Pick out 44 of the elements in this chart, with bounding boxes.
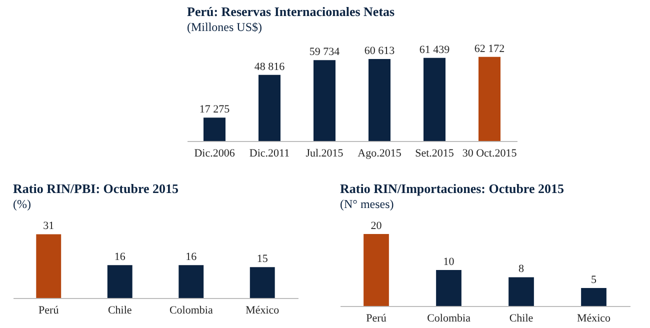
chart-title: Ratio RIN/Importaciones: Octubre 2015 bbox=[340, 181, 564, 196]
data-label: 20 bbox=[370, 220, 382, 232]
x-tick-label: Colombia bbox=[169, 304, 213, 316]
data-label: 31 bbox=[43, 220, 54, 232]
bar bbox=[508, 277, 534, 306]
x-tick-label: Chile bbox=[509, 312, 534, 324]
x-tick-label: Dic.2011 bbox=[249, 148, 290, 160]
x-tick-label: Chile bbox=[108, 304, 132, 316]
data-label: 16 bbox=[186, 251, 198, 264]
x-tick-label: Jul.2015 bbox=[306, 148, 344, 160]
x-tick-label: Ago.2015 bbox=[358, 148, 402, 160]
data-label: 10 bbox=[443, 256, 455, 268]
chart-subtitle: (Millones US$) bbox=[187, 20, 262, 34]
bar bbox=[368, 58, 390, 141]
chart-subtitle: (%) bbox=[13, 197, 31, 212]
bar bbox=[581, 288, 606, 306]
data-label: 15 bbox=[256, 253, 268, 266]
x-tick-label: México bbox=[576, 312, 612, 324]
data-label: 16 bbox=[114, 251, 126, 264]
data-label: 62 172 bbox=[474, 42, 505, 55]
data-label: 59 734 bbox=[309, 46, 340, 58]
x-tick-label: Set.2015 bbox=[415, 148, 454, 160]
data-label: 8 bbox=[518, 263, 524, 276]
x-tick-label: Perú bbox=[38, 304, 60, 316]
bar bbox=[478, 56, 500, 141]
chart-title: Ratio RIN/PBI: Octubre 2015 bbox=[13, 181, 179, 196]
bar bbox=[364, 234, 389, 306]
x-tick-label: México bbox=[246, 304, 280, 316]
bar bbox=[424, 58, 446, 141]
x-tick-label: Dic.2006 bbox=[194, 148, 236, 160]
data-label: 48 816 bbox=[254, 60, 286, 73]
data-label: 17 275 bbox=[199, 104, 230, 116]
bar bbox=[204, 118, 226, 141]
x-tick-label: Colombia bbox=[427, 312, 471, 324]
chart-subtitle: (N° meses) bbox=[340, 197, 394, 211]
data-label: 60 613 bbox=[364, 44, 396, 57]
x-tick-label: 30 Oct.2015 bbox=[462, 148, 518, 160]
bar bbox=[314, 60, 336, 141]
data-label: 61 439 bbox=[419, 44, 450, 56]
x-tick-label: Perú bbox=[366, 312, 387, 324]
bar bbox=[258, 74, 280, 141]
data-label: 5 bbox=[591, 274, 597, 286]
bar bbox=[436, 270, 462, 306]
chart-title: Perú: Reservas Internacionales Netas bbox=[187, 4, 395, 19]
